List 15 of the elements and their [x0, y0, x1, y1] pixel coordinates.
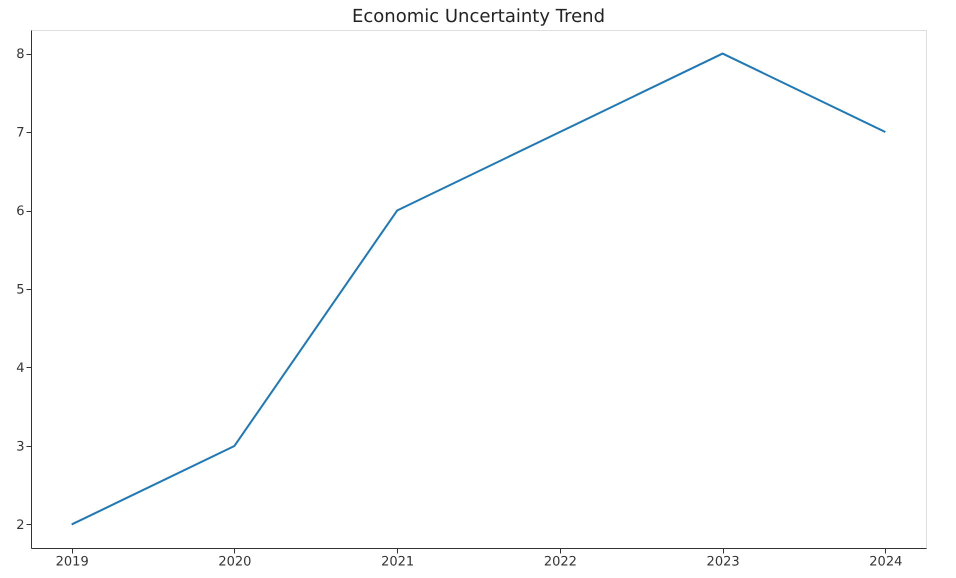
- x-tick-label: 2021: [381, 554, 414, 570]
- x-tick-label: 2023: [706, 554, 740, 570]
- y-tick-label: 7: [16, 126, 24, 141]
- y-tick-label: 5: [16, 282, 24, 298]
- y-tick-label: 2: [16, 518, 24, 533]
- line-series: [70, 52, 886, 526]
- x-tick-label: 2024: [869, 554, 902, 570]
- y-tick-label: 4: [16, 360, 24, 376]
- x-tick-label: 2020: [218, 554, 252, 570]
- y-tick-label: 8: [16, 47, 24, 62]
- x-tick-label: 2022: [544, 554, 577, 570]
- chart-title: Economic Uncertainty Trend: [352, 6, 606, 27]
- x-tick-label: 2019: [56, 554, 89, 570]
- y-tick-label: 3: [16, 439, 24, 454]
- y-tick-label: 6: [16, 204, 24, 220]
